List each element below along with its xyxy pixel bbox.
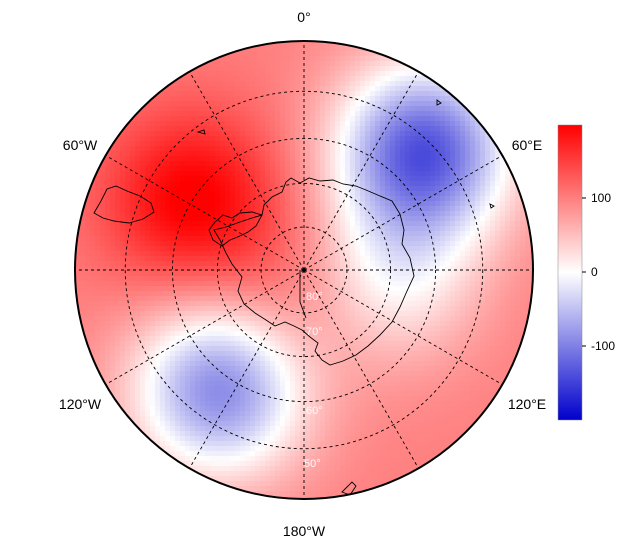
antarctic-peninsula-coastline <box>208 211 263 247</box>
parallel-60 <box>171 137 437 403</box>
lon-label-120w: 120°W <box>59 396 102 412</box>
lat-label-70: 70° <box>306 326 323 338</box>
meridian-120 <box>303 269 503 385</box>
meridian-210 <box>189 269 305 469</box>
lon-label-60e: 60°E <box>512 137 543 153</box>
lat-label-80: 80° <box>306 291 323 303</box>
meridian-330 <box>189 71 305 271</box>
lat-label-60: 60° <box>306 405 323 417</box>
lat-label-50: 50° <box>304 458 321 470</box>
lon-label-60w: 60°W <box>63 137 98 153</box>
map-boundary <box>74 40 534 500</box>
colorbar-gradient <box>557 124 583 421</box>
meridian-60 <box>303 155 503 271</box>
lon-label-0: 0° <box>297 9 310 25</box>
meridian-30 <box>303 71 419 271</box>
colorbar-label-100: 100 <box>591 191 611 205</box>
lon-label-120e: 120°E <box>508 396 546 412</box>
colorbar-label-neg100: -100 <box>591 339 615 353</box>
south-america-coastline <box>93 185 155 224</box>
crozet-island <box>489 203 495 209</box>
meridian-150 <box>303 269 419 469</box>
graticule <box>75 41 533 499</box>
meridian-300 <box>105 155 305 271</box>
colorbar: 100 0 -100 <box>557 124 615 421</box>
antarctica-coastline <box>213 177 415 366</box>
colorbar-label-0: 0 <box>591 265 598 279</box>
lon-label-180: 180°W <box>283 523 326 539</box>
kerguelen-island <box>436 99 442 106</box>
parallel-50 <box>124 90 484 450</box>
meridian-240 <box>105 269 305 385</box>
south-georgia-island <box>196 129 206 135</box>
anomaly-field <box>75 41 533 499</box>
